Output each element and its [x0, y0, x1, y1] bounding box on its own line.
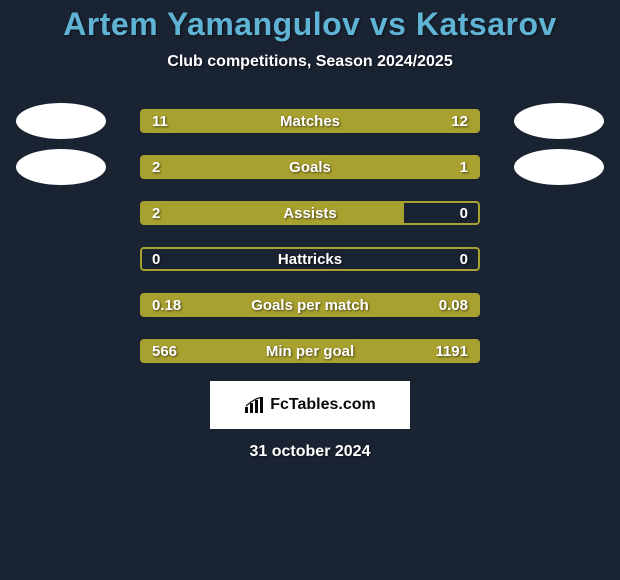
stat-track: 0 0 Hattricks [140, 247, 480, 271]
stat-label: Min per goal [266, 343, 354, 360]
player-avatar-left [16, 149, 106, 185]
stat-row: 566 1191 Min per goal [0, 339, 620, 363]
stat-row: 11 12 Matches [0, 109, 620, 133]
footer-date: 31 october 2024 [250, 443, 371, 461]
stat-label: Goals per match [251, 297, 369, 314]
stat-track: 2 1 Goals [140, 155, 480, 179]
stat-track: 566 1191 Min per goal [140, 339, 480, 363]
stat-value-right: 0 [460, 251, 468, 268]
stat-label: Matches [280, 113, 340, 130]
stat-value-right: 0.08 [439, 297, 468, 314]
stat-value-left: 2 [152, 205, 160, 222]
stat-value-right: 1191 [435, 343, 468, 360]
stats-chart: 11 12 Matches 2 1 Goals 2 0 Assists 0 0 Hattricks 0.… [0, 109, 620, 363]
player-avatar-right [514, 149, 604, 185]
stat-row: 2 1 Goals [0, 155, 620, 179]
stat-label: Goals [289, 159, 331, 176]
page-subtitle: Club competitions, Season 2024/2025 [167, 53, 452, 71]
stat-row: 0.18 0.08 Goals per match [0, 293, 620, 317]
stat-fill-left [142, 157, 367, 177]
stat-value-right: 1 [460, 159, 468, 176]
page-title: Artem Yamangulov vs Katsarov [63, 6, 557, 43]
stat-track: 2 0 Assists [140, 201, 480, 225]
stat-value-right: 0 [460, 205, 468, 222]
stat-row: 2 0 Assists [0, 201, 620, 225]
player-avatar-right [514, 103, 604, 139]
player-avatar-left [16, 103, 106, 139]
stat-track: 11 12 Matches [140, 109, 480, 133]
stat-fill-left [142, 203, 404, 223]
stat-value-left: 0 [152, 251, 160, 268]
brand-text: FcTables.com [270, 396, 376, 414]
comparison-infographic: Artem Yamangulov vs Katsarov Club compet… [0, 0, 620, 580]
stat-value-right: 12 [451, 113, 468, 130]
stat-label: Hattricks [278, 251, 342, 268]
stat-track: 0.18 0.08 Goals per match [140, 293, 480, 317]
stat-value-left: 2 [152, 159, 160, 176]
chart-icon [244, 397, 264, 413]
stat-label: Assists [283, 205, 336, 222]
brand-badge: FcTables.com [210, 381, 410, 429]
stat-value-left: 0.18 [152, 297, 181, 314]
stat-value-left: 11 [152, 113, 168, 130]
stat-row: 0 0 Hattricks [0, 247, 620, 271]
stat-value-left: 566 [152, 343, 177, 360]
